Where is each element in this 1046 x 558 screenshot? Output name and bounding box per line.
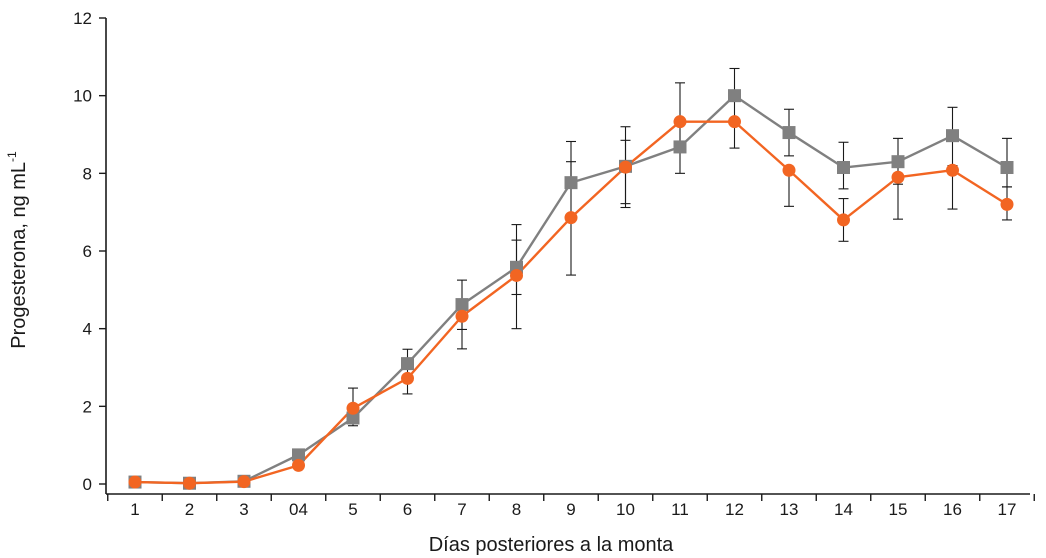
y-axis-title-superscript: -1 xyxy=(5,151,19,162)
data-point-circle xyxy=(346,401,360,415)
x-tick-label: 9 xyxy=(566,500,575,519)
data-point-circle xyxy=(673,115,687,129)
data-point-square xyxy=(401,357,414,371)
data-point-circle xyxy=(619,160,632,174)
x-tick-label: 16 xyxy=(943,500,962,519)
x-tick-label: 1 xyxy=(130,500,139,519)
data-point-circle xyxy=(292,458,305,472)
data-point-square xyxy=(946,129,959,143)
x-axis-title: Días posteriores a la monta xyxy=(429,534,674,556)
x-tick-label: 17 xyxy=(998,500,1017,519)
data-point-square xyxy=(728,89,741,103)
data-point-circle xyxy=(837,213,850,227)
y-tick-label: 10 xyxy=(73,87,92,106)
data-point-circle xyxy=(237,475,251,489)
data-point-square xyxy=(564,176,578,190)
y-tick-label: 2 xyxy=(83,397,92,416)
data-point-circle xyxy=(782,163,796,177)
data-point-square xyxy=(837,161,850,175)
x-tick-label: 14 xyxy=(834,500,853,519)
y-tick-label: 8 xyxy=(83,164,92,183)
y-axis-title-main: Progesterona, ng mL xyxy=(8,162,30,349)
data-point-circle xyxy=(564,211,578,225)
x-tick-label: 13 xyxy=(780,500,799,519)
data-point-circle xyxy=(510,268,523,282)
data-point-square xyxy=(346,411,360,425)
data-point-square xyxy=(1000,161,1014,175)
x-tick-label: 6 xyxy=(403,500,412,519)
data-point-circle xyxy=(728,115,741,129)
series-markers-group xyxy=(128,89,1014,490)
x-tick-label: 3 xyxy=(239,500,248,519)
data-point-square xyxy=(673,140,687,154)
y-tick-label: 6 xyxy=(83,242,92,261)
x-tick-label: 7 xyxy=(457,500,466,519)
x-tick-label: 15 xyxy=(889,500,908,519)
x-tick-label: 04 xyxy=(289,500,308,519)
x-tick-label: 11 xyxy=(671,500,689,519)
y-tick-label: 0 xyxy=(83,475,92,494)
x-tick-label: 2 xyxy=(185,500,194,519)
data-point-square xyxy=(891,155,905,169)
data-point-circle xyxy=(1000,197,1014,211)
x-tick-label: 10 xyxy=(616,500,635,519)
x-tick-label: 5 xyxy=(348,500,357,519)
data-point-circle xyxy=(946,163,959,177)
data-point-circle xyxy=(455,309,469,323)
data-point-circle xyxy=(183,476,196,490)
data-point-square xyxy=(782,126,796,140)
data-point-circle xyxy=(891,170,905,184)
data-point-circle xyxy=(401,371,414,385)
data-point-circle xyxy=(128,475,142,489)
y-tick-label: 4 xyxy=(83,320,92,339)
data-point-square xyxy=(455,298,469,312)
y-axis-title: Progesterona, ng mL-1 xyxy=(5,151,30,349)
y-tick-label: 12 xyxy=(73,9,92,28)
x-tick-label: 8 xyxy=(512,500,521,519)
data-point-square xyxy=(292,448,305,462)
x-tick-label: 12 xyxy=(725,500,744,519)
